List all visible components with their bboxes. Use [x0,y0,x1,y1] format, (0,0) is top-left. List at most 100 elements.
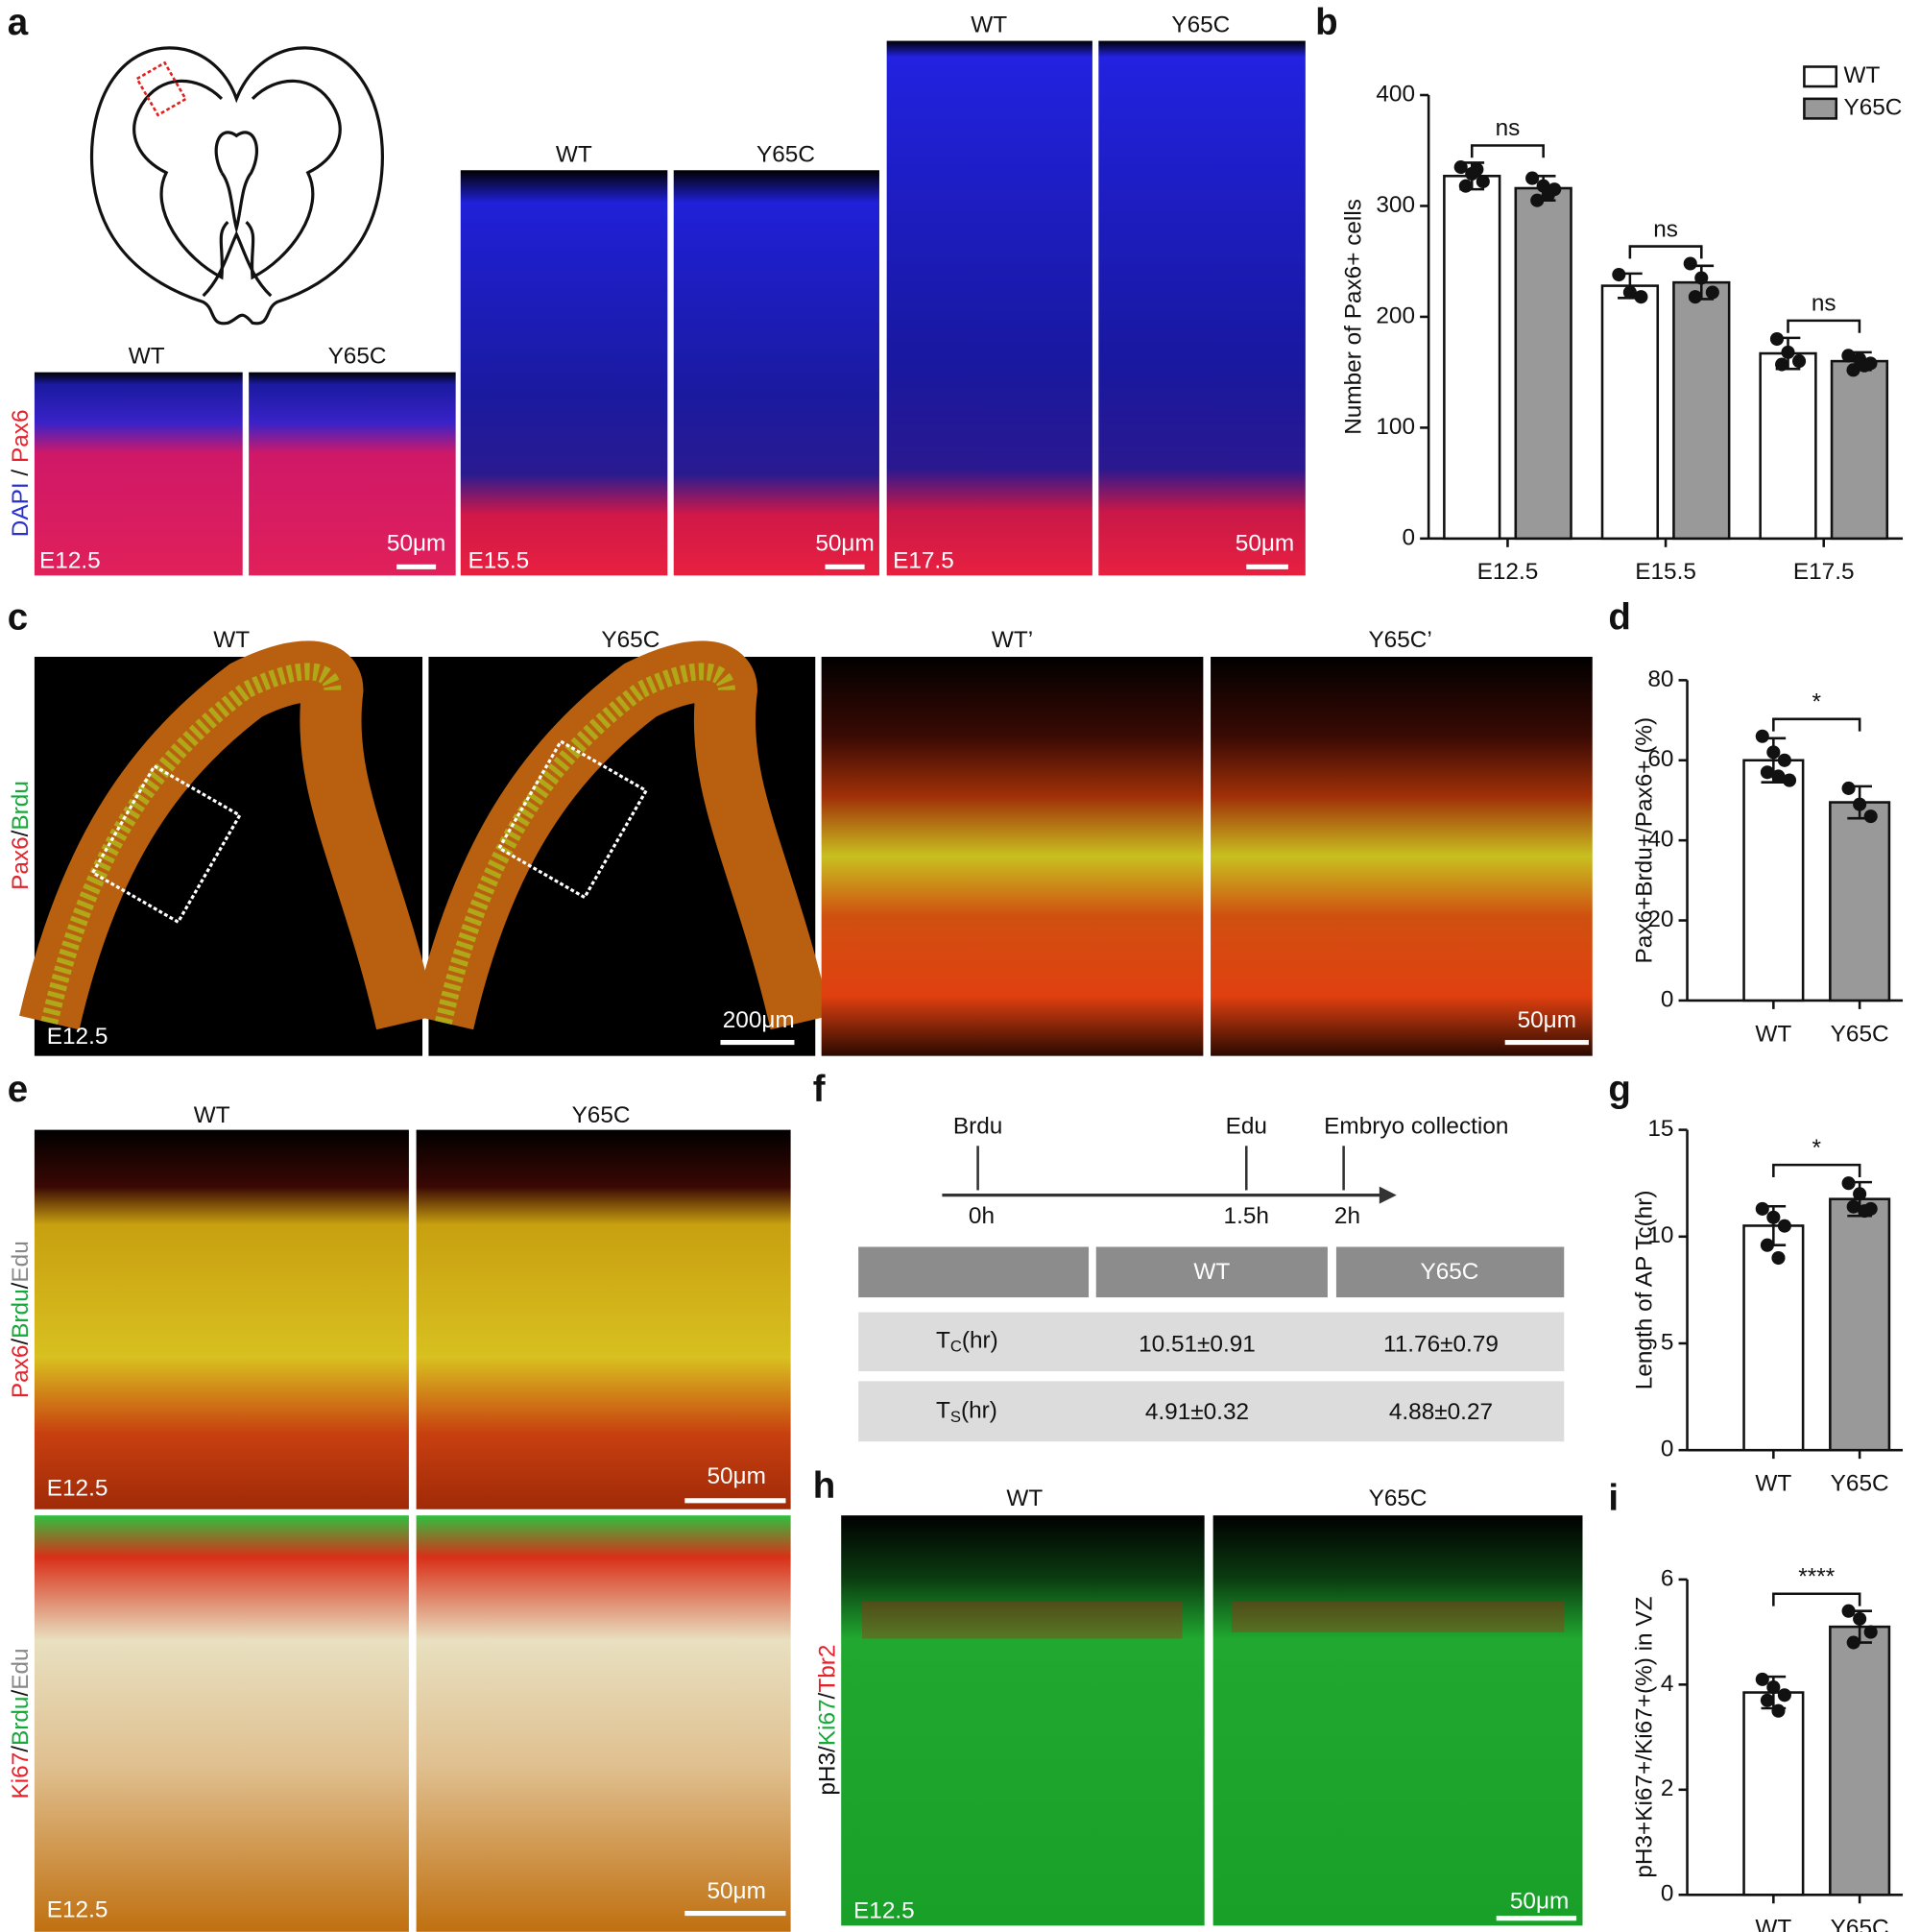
x-tick-label: E15.5 [1635,559,1696,585]
significance-bracket [1628,245,1703,259]
table-header-cell [1095,1246,1328,1298]
data-point [1846,1199,1860,1214]
y-axis-label: Pax6+Brdu+/Pax6+ (%) [1631,717,1657,964]
micrograph [821,656,1204,1056]
y-tick-label: 0 [1402,524,1415,550]
y-tick-label: 5 [1661,1329,1674,1355]
stage-label: E12.5 [39,548,101,574]
x-tick-label: Y65C [1831,1471,1889,1497]
timeline-event: Edu [1226,1113,1267,1139]
table-row-label: TS(hr) [936,1398,997,1426]
stain-label: pH3/Ki67/Tbr2 [815,1645,841,1796]
data-point [1453,160,1468,175]
tissue [435,663,735,1026]
tissue [862,1601,1565,1639]
data-point [1766,1680,1781,1695]
data-point [1705,285,1719,300]
x-tick-label: WT [1755,1021,1791,1047]
x-tick-label: E12.5 [1477,559,1539,585]
scale-label: 50μm [1510,1888,1569,1914]
data-point [1766,745,1781,760]
stain-label: DAPI / Pax6 [9,409,35,537]
panel-label: h [813,1465,836,1507]
data-point [1470,162,1484,177]
bar [1600,284,1660,541]
micrograph [249,372,456,576]
data-point [1858,358,1872,373]
legend-swatch [1803,65,1838,88]
data-point [1863,1625,1878,1639]
micrograph [841,1515,1205,1926]
data-point [1612,267,1626,282]
stage-label: E12.5 [47,1024,108,1050]
significance-label: **** [1798,1564,1835,1590]
table-row-label: TC(hr) [936,1328,998,1356]
significance-bracket [1470,144,1545,158]
significance-label: * [1812,1135,1821,1161]
image-label: Y65C [601,627,660,653]
significance-label: ns [1496,115,1521,141]
roi-box [134,60,188,117]
image-label: WT [194,1102,230,1128]
micrograph [1212,1515,1583,1926]
timeline-arrow [1379,1186,1397,1204]
data-point [1782,773,1797,787]
table-cell: 11.76±0.79 [1383,1332,1499,1358]
scale-label: 50μm [707,1463,765,1489]
data-point [1841,781,1856,796]
data-point [1755,1201,1769,1216]
micrograph [34,1129,409,1509]
bar [1830,359,1889,541]
table-header: WT [1193,1259,1230,1285]
y-tick-label: 4 [1661,1671,1674,1697]
tissue [40,663,342,1026]
data-point [1694,271,1709,285]
timeline-time: 0h [969,1203,995,1229]
y-tick-label: 2 [1661,1775,1674,1801]
x-tick-label: Y65C [1831,1916,1889,1932]
x-tick-label: WT [1755,1916,1791,1932]
y-tick-label: 400 [1376,81,1415,107]
data-point [1525,171,1540,185]
data-point [1777,1688,1791,1703]
data-point [1853,1611,1867,1626]
data-point [1846,363,1860,377]
x-tick-label: E17.5 [1793,559,1855,585]
data-point [1841,1176,1856,1191]
y-tick-label: 300 [1376,192,1415,218]
data-point [1792,354,1807,369]
significance-bracket [1772,1163,1861,1177]
significance-bracket [1772,717,1861,732]
y-tick-label: 10 [1647,1222,1673,1248]
data-point [1853,797,1867,811]
y-tick-label: 0 [1661,1437,1674,1462]
table-header-cell [858,1246,1090,1298]
table-row [858,1312,1565,1372]
data-point [1771,769,1786,784]
micrograph [34,1515,409,1932]
data-point [1841,1604,1856,1618]
image-label: Y65C’ [1368,627,1431,653]
legend-label: WT [1843,62,1880,88]
scale-label: 50μm [815,531,874,557]
micrograph [673,170,879,576]
y-tick-label: 0 [1661,986,1674,1012]
table-cell: 4.88±0.27 [1389,1399,1493,1425]
image-label: Y65C [572,1102,631,1128]
table-row [858,1381,1565,1442]
significance-label: ns [1812,291,1836,317]
data-point [1775,357,1789,372]
stain-label: Ki67/Brdu/Edu [9,1648,35,1799]
scale-label: 50μm [1518,1007,1576,1033]
timeline-event: Brdu [953,1113,1002,1139]
stage-label: E15.5 [468,548,529,574]
bar [1829,1625,1891,1896]
y-tick-label: 100 [1376,414,1415,440]
y-axis-label: pH3+Ki67+/Ki67+(%) in VZ [1631,1596,1657,1877]
bar [1829,801,1891,1002]
y-tick-label: 0 [1661,1881,1674,1907]
image-label: WT’ [992,627,1033,653]
stage-label: E12.5 [47,1476,108,1502]
timeline-time: 1.5h [1224,1203,1269,1229]
